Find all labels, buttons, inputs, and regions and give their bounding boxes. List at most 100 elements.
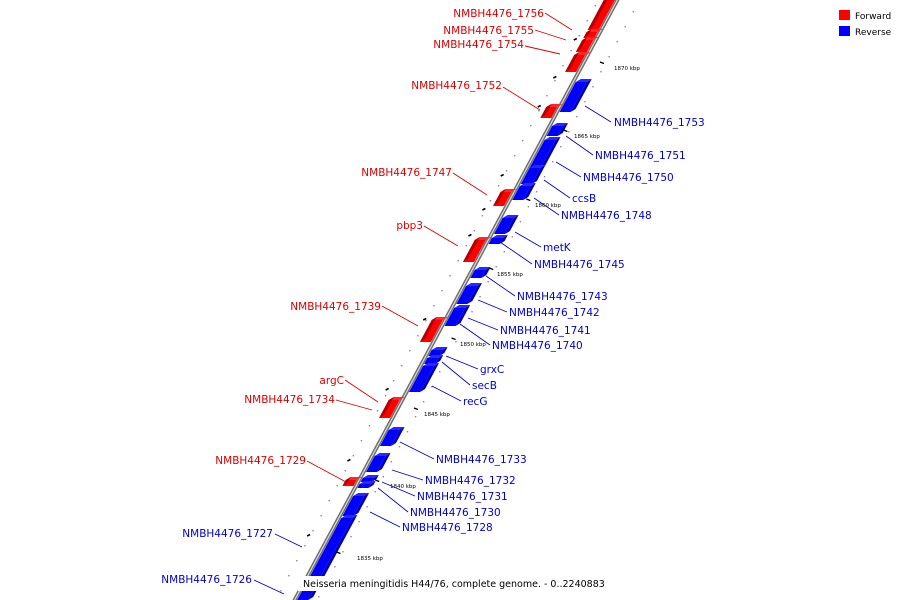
- gene-label-NMBH4476_1729: NMBH4476_1729: [215, 455, 306, 467]
- gene-block-recG-side: [420, 363, 440, 392]
- left-mark: [537, 104, 542, 108]
- gene-label-NMBH4476_1745: NMBH4476_1745: [534, 259, 625, 271]
- leader-NMBH4476_1733: [399, 441, 435, 460]
- gene-block-NMBH4476_1756-side: [587, 0, 608, 30]
- gene-label-NMBH4476_1751: NMBH4476_1751: [595, 150, 686, 162]
- dot-left: [497, 185, 500, 187]
- gene-block-pbp3: [462, 237, 491, 262]
- gene-block-NMBH4476_1754: [565, 52, 591, 72]
- gene-block-NMBH4476_1731-top: [362, 475, 379, 478]
- leader-NMBH4476_1753: [584, 105, 612, 123]
- dot-left: [578, 35, 580, 37]
- dot-right: [471, 311, 473, 313]
- gene-block-NMBH4476_1732-body: [366, 456, 386, 472]
- dot-left: [530, 125, 532, 127]
- gene-label-NMBH4476_1742: NMBH4476_1742: [509, 307, 600, 319]
- gene-block-NMBH4476_1750: [529, 137, 561, 168]
- legend-forward-swatch: [839, 10, 850, 20]
- dot-left: [288, 575, 290, 577]
- tick-label-1845: 1845 kbp: [424, 412, 450, 418]
- gene-block-secB-side: [435, 355, 444, 364]
- left-mark: [482, 207, 486, 211]
- leader-pbp3: [423, 225, 459, 247]
- dot-right: [600, 71, 602, 73]
- gene-block-metK-side: [504, 215, 519, 234]
- gene-label-ccsB: ccsB: [572, 193, 596, 205]
- gene-block-NMBH4476_1730-top: [359, 481, 376, 484]
- dot-right: [382, 476, 384, 478]
- gene-block-secB-top: [427, 355, 444, 358]
- gene-block-recG-body: [409, 366, 435, 392]
- gene-label-NMBH4476_1731: NMBH4476_1731: [417, 491, 508, 503]
- leader-secB: [441, 361, 471, 386]
- dot-right: [535, 191, 538, 193]
- left-mark: [422, 317, 427, 321]
- dot-left: [522, 140, 524, 142]
- gene-label-pbp3: pbp3: [396, 220, 423, 232]
- leader-NMBH4476_1742: [477, 299, 508, 313]
- dot-tracks: [280, 5, 635, 598]
- gene-block-NMBH4476_1742: [456, 283, 483, 304]
- tick-label-1835: 1835 kbp: [357, 556, 383, 562]
- dot-left: [586, 20, 588, 22]
- leader-NMBH4476_1750: [555, 161, 582, 178]
- dot-right: [632, 11, 635, 13]
- leader-NMBH4476_1731: [381, 481, 416, 497]
- dot-right: [479, 296, 481, 298]
- gene-block-NMBH4476_1751-side: [557, 123, 569, 136]
- dot-left: [425, 320, 427, 322]
- leader-grxC: [445, 355, 479, 370]
- gene-block-NMBH4476_1752-side: [540, 104, 552, 118]
- gene-block-NMBH4476_1730-body: [357, 484, 371, 488]
- dot-left: [320, 515, 322, 517]
- gene-block-NMBH4476_1748-body: [512, 186, 531, 200]
- dot-left: [465, 245, 467, 247]
- gene-blocks: [297, 0, 615, 600]
- dot-left: [401, 365, 403, 367]
- tick-label-1855: 1855 kbp: [497, 272, 523, 278]
- leader-NMBH4476_1729: [306, 460, 347, 483]
- dot-left: [505, 170, 508, 172]
- gene-label-NMBH4476_1733: NMBH4476_1733: [436, 454, 527, 466]
- dot-left: [570, 50, 572, 52]
- dot-right: [439, 371, 441, 373]
- gene-block-NMBH4476_1748-top: [519, 183, 536, 186]
- tick-labels: 1870 kbp 1865 kbp 1860 kbp 1855 kbp 1850…: [357, 66, 640, 562]
- tick-label-1840: 1840 kbp: [390, 484, 416, 490]
- dot-left: [538, 110, 540, 112]
- gene-block-NMBH4476_1753-top: [575, 79, 592, 82]
- gene-block-ccsB: [520, 165, 546, 184]
- leader-NMBH4476_1751: [565, 135, 594, 156]
- scale-mark: [336, 551, 341, 555]
- leader-NMBH4476_1743: [485, 275, 516, 297]
- leader-NMBH4476_1728: [369, 511, 401, 528]
- dot-left: [513, 155, 516, 157]
- dot-left: [417, 335, 419, 337]
- dot-right: [318, 596, 320, 598]
- gene-label-NMBH4476_1732: NMBH4476_1732: [425, 475, 516, 487]
- leader-ccsB: [543, 179, 571, 199]
- gene-label-NMBH4476_1743: NMBH4476_1743: [517, 291, 608, 303]
- scale-mark: [488, 267, 494, 271]
- legend: Forward Reverse: [839, 10, 892, 38]
- gene-block-NMBH4476_1734-side: [379, 397, 394, 418]
- gene-block-NMBH4476_1743-side: [481, 267, 491, 278]
- gene-block-NMBH4476_1755b-side: [575, 37, 588, 52]
- gene-block-NMBH4476_1729-side: [342, 477, 351, 486]
- gene-block-recG-top: [423, 363, 440, 366]
- left-mark: [385, 387, 389, 391]
- gene-label-argC: argC: [319, 375, 344, 387]
- tick-label-1860: 1860 kbp: [535, 203, 561, 209]
- dot-left: [328, 500, 330, 502]
- gene-label-secB: secB: [472, 380, 497, 392]
- dot-left: [554, 80, 556, 82]
- dot-left: [368, 425, 371, 427]
- dot-right: [495, 266, 497, 268]
- gene-label-NMBH4476_1756: NMBH4476_1756: [453, 8, 544, 20]
- dot-right: [592, 86, 594, 88]
- gene-block-ccsB-top: [529, 165, 546, 168]
- gene-block-NMBH4476_1753: [559, 79, 592, 112]
- gene-label-recG: recG: [463, 396, 487, 408]
- leader-NMBH4476_1752: [502, 86, 541, 111]
- dot-left: [481, 215, 484, 217]
